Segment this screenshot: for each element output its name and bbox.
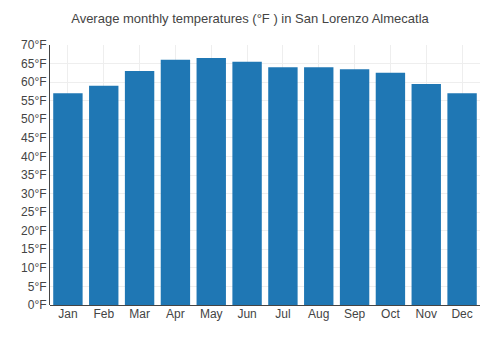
svg-text:Oct: Oct: [381, 307, 400, 321]
svg-text:10°F: 10°F: [21, 261, 46, 275]
svg-text:15°F: 15°F: [21, 242, 46, 256]
svg-text:35°F: 35°F: [21, 168, 46, 182]
svg-text:25°F: 25°F: [21, 205, 46, 219]
svg-text:Sep: Sep: [344, 307, 366, 321]
svg-text:50°F: 50°F: [21, 112, 46, 126]
svg-text:Dec: Dec: [451, 307, 472, 321]
svg-text:Nov: Nov: [416, 307, 437, 321]
svg-text:5°F: 5°F: [28, 280, 47, 294]
svg-text:40°F: 40°F: [21, 150, 46, 164]
svg-text:65°F: 65°F: [21, 57, 46, 71]
svg-text:20°F: 20°F: [21, 224, 46, 238]
svg-text:Apr: Apr: [166, 307, 185, 321]
svg-text:Feb: Feb: [93, 307, 114, 321]
svg-text:55°F: 55°F: [21, 94, 46, 108]
svg-text:0°F: 0°F: [28, 298, 47, 312]
svg-text:Aug: Aug: [308, 307, 329, 321]
svg-text:45°F: 45°F: [21, 131, 46, 145]
svg-text:Jun: Jun: [237, 307, 256, 321]
svg-text:70°F: 70°F: [21, 38, 46, 52]
svg-text:May: May: [200, 307, 223, 321]
svg-text:Jan: Jan: [58, 307, 77, 321]
svg-text:30°F: 30°F: [21, 187, 46, 201]
svg-text:Average monthly temperatures (: Average monthly temperatures (°F ) in Sa…: [71, 11, 429, 26]
svg-text:Jul: Jul: [275, 307, 290, 321]
svg-text:Mar: Mar: [129, 307, 150, 321]
svg-text:60°F: 60°F: [21, 75, 46, 89]
